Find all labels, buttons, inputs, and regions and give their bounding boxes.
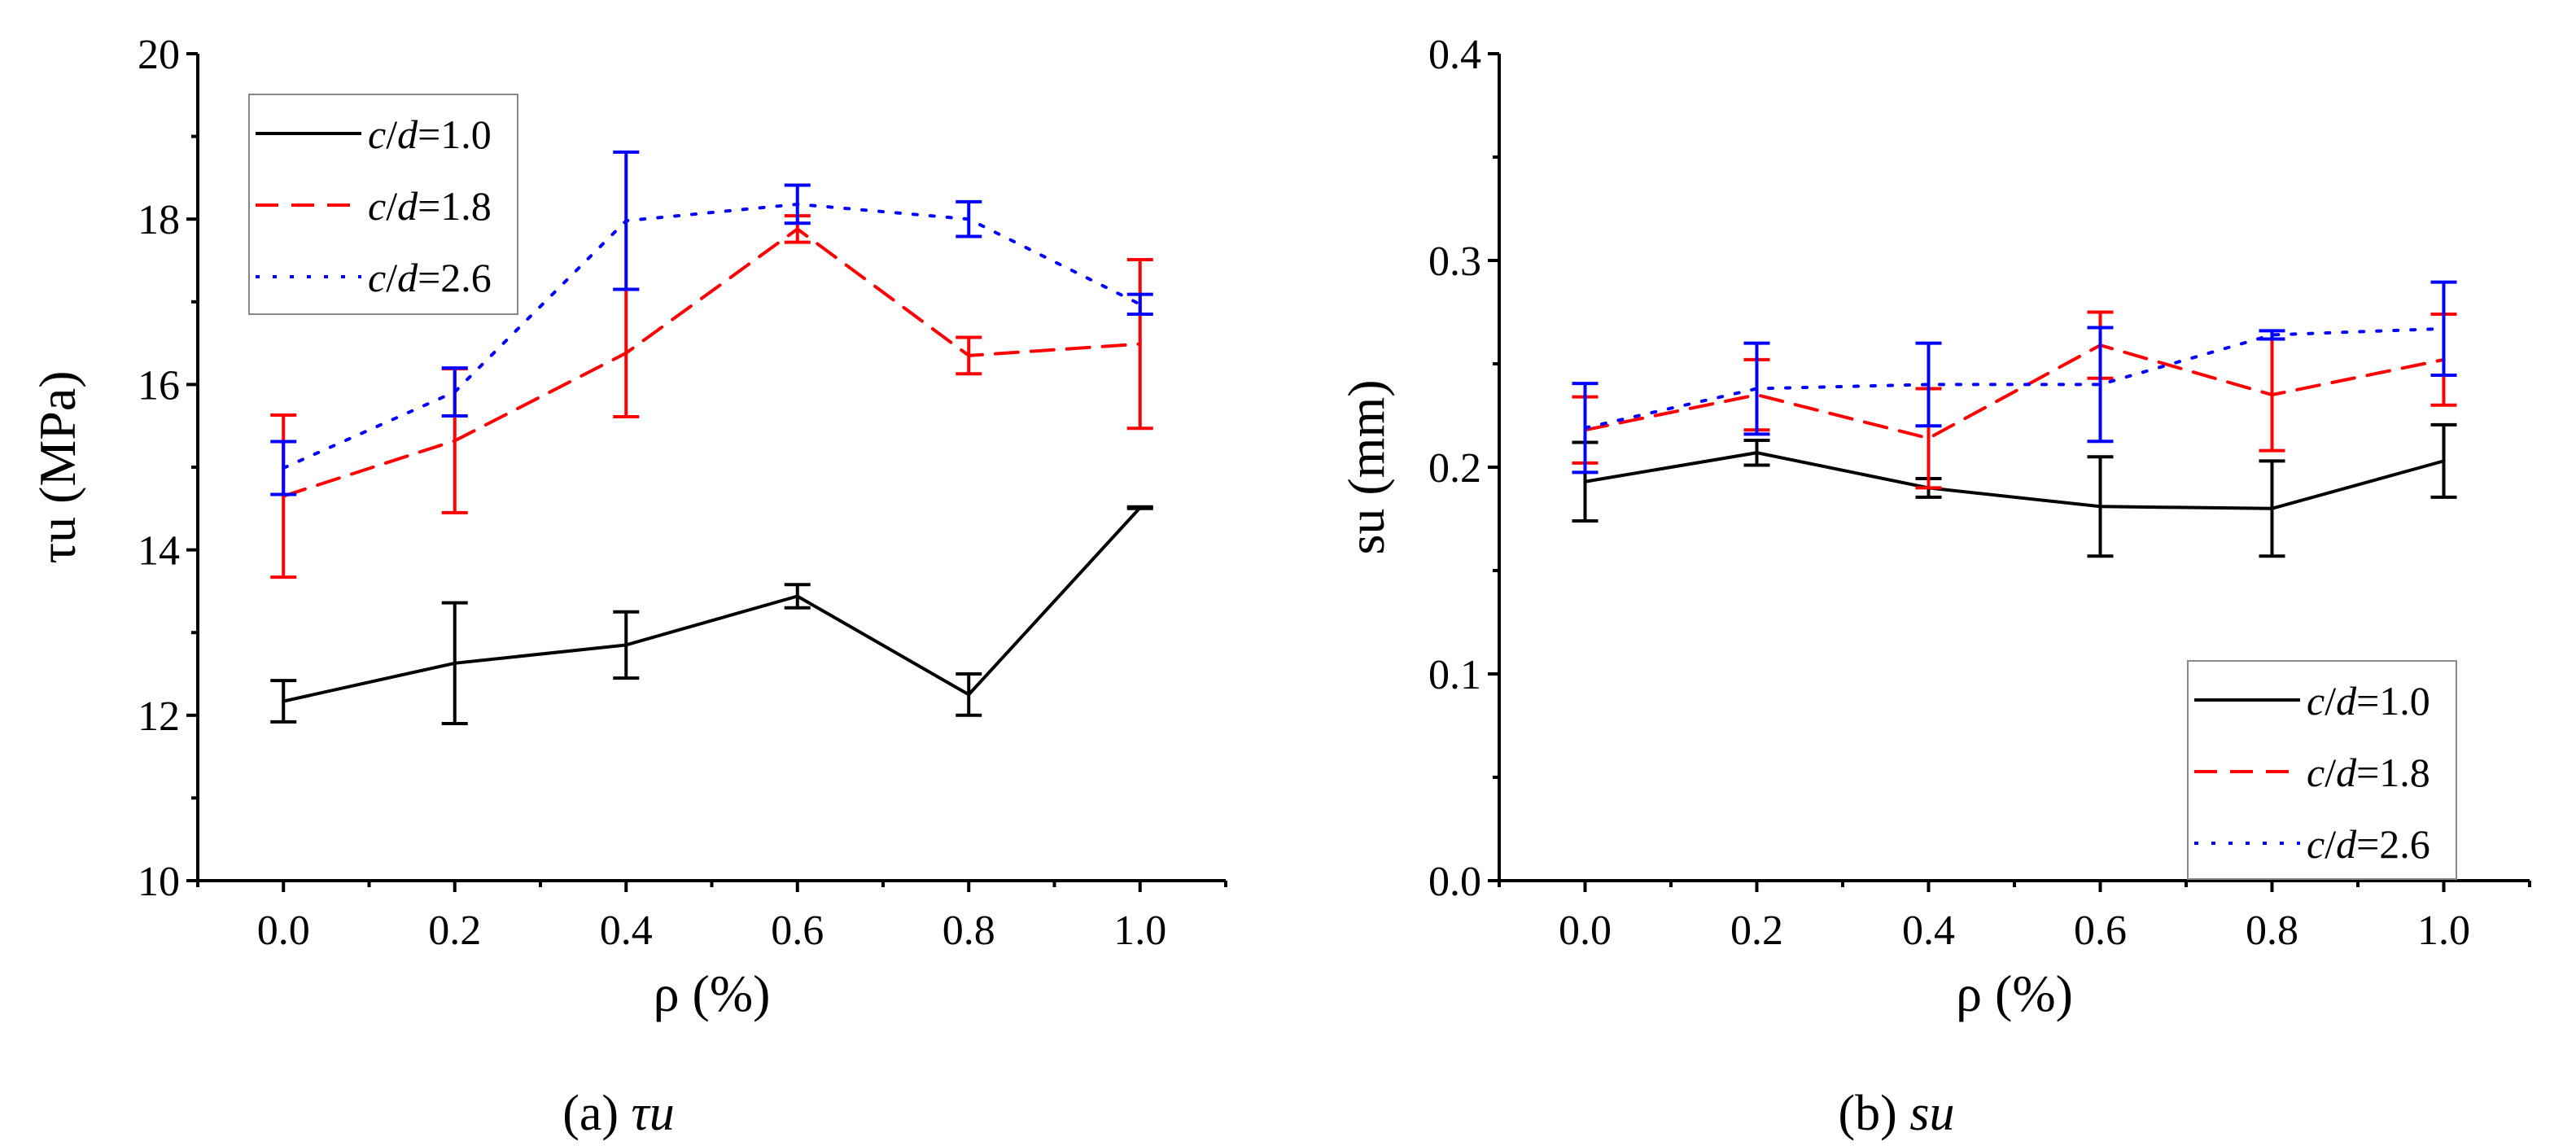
series-line	[282, 505, 1142, 703]
panel-caption: (b) su	[1839, 1086, 1955, 1141]
legend-label: c/d=1.0	[368, 112, 492, 157]
x-tick-label: 0.8	[942, 908, 995, 954]
legend-label: c/d=2.6	[368, 255, 492, 300]
y-tick-label: 20	[138, 32, 180, 78]
series-line	[1583, 343, 2446, 440]
series-cd10	[270, 505, 1153, 725]
y-tick-label: 16	[138, 362, 180, 409]
series-cd26	[1572, 280, 2457, 475]
series-line	[282, 202, 1142, 470]
legend-label: c/d=2.6	[2307, 821, 2430, 867]
x-axis-label: ρ (%)	[1956, 964, 2073, 1022]
x-tick-label: 0.0	[1559, 908, 1612, 954]
y-tick-label: 18	[138, 197, 180, 243]
x-tick-label: 0.6	[2074, 908, 2127, 954]
x-tick-label: 0.2	[1730, 908, 1783, 954]
y-tick-label: 12	[138, 693, 180, 740]
legend: c/d=1.0 c/d=1.8 c/d=2.6	[2187, 660, 2457, 880]
y-tick-label: 0.4	[1428, 32, 1481, 78]
y-tick-label: 14	[138, 528, 180, 575]
y-tick-label: 0.0	[1428, 859, 1481, 905]
chart-panel-a: 10 12 14 16 18 20 0.0 0.2 0.4 0.6 0.8 1.0 ρ (%) τu (M…	[28, 32, 1227, 1141]
x-tick-label: 0.2	[428, 908, 481, 954]
series-cd10	[1572, 422, 2457, 558]
x-axis-label: ρ (%)	[654, 964, 771, 1022]
x-tick-label: 1.0	[2417, 908, 2470, 954]
y-tick-label: 0.1	[1428, 652, 1481, 698]
x-tick-label: 0.4	[600, 908, 653, 954]
y-axis-label: su (mm)	[1337, 379, 1395, 554]
legend: c/d=1.0 c/d=1.8 c/d=2.6	[248, 94, 518, 315]
legend-label: c/d=1.8	[368, 183, 492, 229]
x-tick-label: 0.8	[2246, 908, 2298, 954]
panel-caption: (a) τu	[562, 1086, 675, 1141]
series-line	[1583, 326, 2446, 430]
series-line	[1583, 451, 2446, 510]
x-tick-label: 0.0	[257, 908, 310, 954]
chart-panel-b: 0.0 0.1 0.2 0.3 0.4 0.0 0.2 0.4 0.6 0.8 1.0 ρ (%) su…	[1337, 32, 2531, 1141]
x-tick-label: 0.6	[771, 908, 824, 954]
x-tick-label: 0.4	[1902, 908, 1955, 954]
y-tick-label: 0.2	[1428, 445, 1481, 492]
legend-label: c/d=1.0	[2307, 678, 2430, 724]
y-tick-label: 10	[138, 859, 180, 905]
series-cd26	[270, 150, 1153, 496]
x-tick-label: 1.0	[1113, 908, 1166, 954]
series-line	[282, 226, 1142, 498]
y-tick-label: 0.3	[1428, 238, 1481, 285]
legend-label: c/d=1.8	[2307, 750, 2430, 795]
y-axis-label: τu (MPa)	[28, 370, 86, 563]
